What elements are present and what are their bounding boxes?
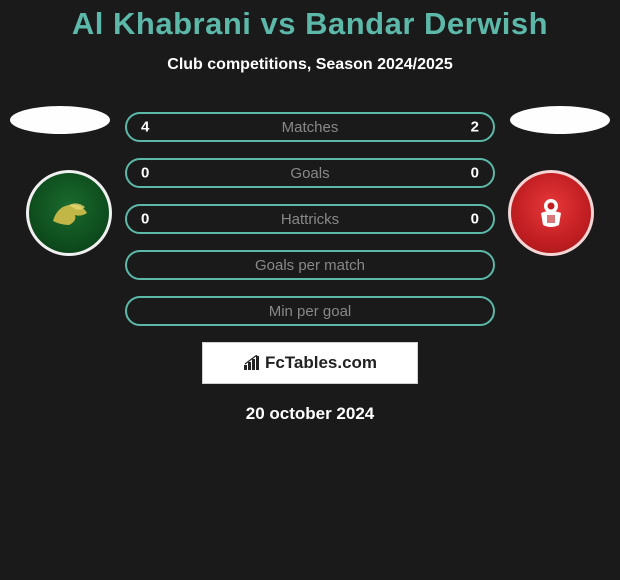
stat-left-value: 0 bbox=[141, 211, 149, 228]
title: Al Khabrani vs Bandar Derwish bbox=[0, 6, 620, 42]
club-crest-icon bbox=[529, 191, 573, 235]
stat-row-goals: 0 Goals 0 bbox=[125, 158, 495, 188]
stat-row-goals-per-match: Goals per match bbox=[125, 250, 495, 280]
stats-list: 4 Matches 2 0 Goals 0 0 Hattricks 0 Goal… bbox=[125, 112, 495, 326]
player-photo-right bbox=[510, 106, 610, 134]
stat-right-value: 0 bbox=[471, 165, 479, 182]
eagle-icon bbox=[47, 195, 91, 231]
stat-left-value: 0 bbox=[141, 165, 149, 182]
stat-label: Hattricks bbox=[281, 211, 339, 228]
stat-left-value: 4 bbox=[141, 119, 149, 136]
stat-label: Goals per match bbox=[255, 257, 365, 274]
brand-logo: FcTables.com bbox=[243, 353, 377, 373]
date: 20 october 2024 bbox=[0, 404, 620, 424]
stat-right-value: 0 bbox=[471, 211, 479, 228]
club-badge-left bbox=[26, 170, 112, 256]
stat-label: Min per goal bbox=[269, 303, 352, 320]
stat-row-hattricks: 0 Hattricks 0 bbox=[125, 204, 495, 234]
stat-row-matches: 4 Matches 2 bbox=[125, 112, 495, 142]
club-badge-right bbox=[508, 170, 594, 256]
content-area: 4 Matches 2 0 Goals 0 0 Hattricks 0 Goal… bbox=[0, 112, 620, 424]
player-photo-left bbox=[10, 106, 110, 134]
brand-logo-box[interactable]: FcTables.com bbox=[202, 342, 418, 384]
brand-text: FcTables.com bbox=[265, 353, 377, 373]
subtitle: Club competitions, Season 2024/2025 bbox=[0, 56, 620, 74]
stat-label: Goals bbox=[290, 165, 329, 182]
stat-row-min-per-goal: Min per goal bbox=[125, 296, 495, 326]
stat-label: Matches bbox=[282, 119, 339, 136]
stat-right-value: 2 bbox=[471, 119, 479, 136]
infographic-container: Al Khabrani vs Bandar Derwish Club compe… bbox=[0, 0, 620, 424]
bars-icon bbox=[243, 355, 263, 371]
